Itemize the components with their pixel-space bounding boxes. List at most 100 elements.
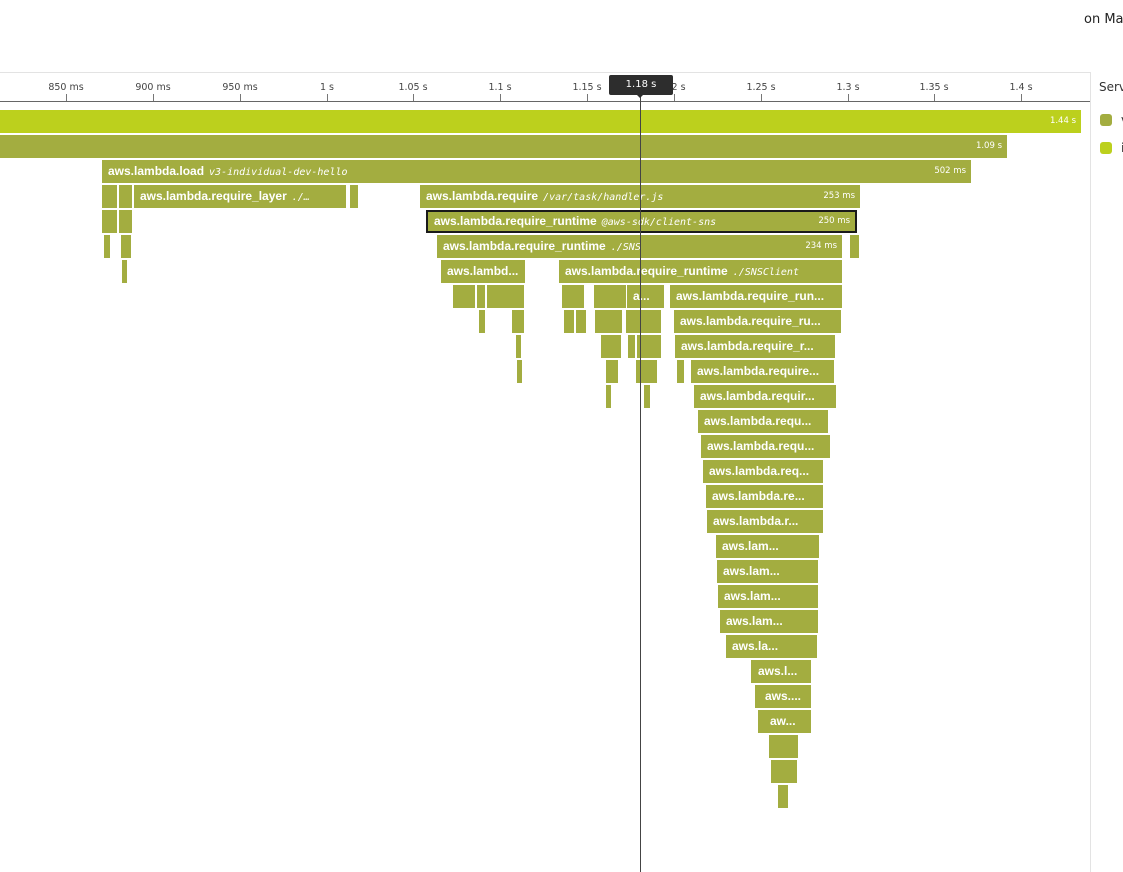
span-bar[interactable]	[477, 285, 485, 308]
span-bar[interactable]	[626, 310, 661, 333]
span-bar[interactable]: aws....	[759, 685, 811, 708]
span-name: aws.lambda.r...	[713, 514, 799, 528]
span-bar[interactable]	[512, 310, 524, 333]
span-bar[interactable]: aws.lambda.require_run...	[670, 285, 842, 308]
span-bar[interactable]	[755, 685, 761, 708]
span-bar[interactable]	[479, 310, 485, 333]
span-bar[interactable]: aws.lam...	[718, 585, 818, 608]
span-resource: v3-individual-dev-hello	[209, 167, 348, 178]
span-bar[interactable]	[453, 285, 475, 308]
span-bar[interactable]: 1.09 s	[0, 135, 1007, 158]
span-bar[interactable]: aw...	[764, 710, 811, 733]
ruler-tick	[674, 94, 675, 101]
span-bar[interactable]: aws.la...	[726, 635, 817, 658]
span-bar[interactable]	[122, 260, 127, 283]
span-bar[interactable]: aws.lambda.r...	[707, 510, 823, 533]
span-bar[interactable]	[516, 335, 521, 358]
ruler-tick-label: 1.3 s	[836, 82, 860, 93]
span-bar[interactable]: aws.l...	[752, 660, 811, 683]
span-bar[interactable]	[121, 235, 131, 258]
span-bar[interactable]: a...	[627, 285, 664, 308]
span-resource: ./…	[291, 192, 310, 203]
span-bar[interactable]	[644, 385, 650, 408]
span-bar[interactable]: aws.lambda.req...	[703, 460, 823, 483]
span-bar[interactable]: aws.lambda.require_layer ./…	[134, 185, 346, 208]
span-bar[interactable]	[102, 210, 117, 233]
span-bar[interactable]: aws.lambda.require_r...	[675, 335, 835, 358]
span-bar[interactable]	[562, 285, 584, 308]
span-bar[interactable]: aws.lambda.require_runtime ./SNS 234 ms	[437, 235, 842, 258]
span-bar[interactable]	[636, 360, 657, 383]
span-label: aws.lambda.require/var/task/handler.js	[420, 185, 813, 208]
span-name: aws.lambda.require	[426, 189, 539, 203]
span-bar[interactable]	[119, 185, 132, 208]
ruler-tick-label: 900 ms	[135, 82, 171, 93]
span-bar[interactable]: aws.lambda.requ...	[701, 435, 830, 458]
span-resource: ./SNSClient	[732, 267, 799, 278]
span-bar[interactable]	[769, 735, 798, 758]
span-bar[interactable]: aws.lambda.requ...	[698, 410, 828, 433]
span-bar[interactable]: aws.lambda.load v3-individual-dev-hello 50…	[102, 160, 971, 183]
span-bar[interactable]	[595, 310, 622, 333]
time-ruler[interactable]: 850 ms 900 ms 950 ms 1 s 1.05 s 1.1 s 1.15 s 1.…	[0, 72, 1090, 102]
span-bar[interactable]	[677, 360, 684, 383]
legend-swatch-icon	[1100, 142, 1112, 154]
span-bar[interactable]	[350, 185, 358, 208]
span-label: aws.lambda.requ...	[698, 410, 827, 433]
span-bar[interactable]: aws.lambda.requir...	[694, 385, 836, 408]
flame-graph[interactable]: 1.44 s 1.09 s aws.lambda.load v3-individual…	[0, 110, 1090, 872]
ruler-tick-label: 950 ms	[222, 82, 258, 93]
span-bar[interactable]: aws.lam...	[716, 535, 819, 558]
span-name: aws....	[765, 689, 802, 703]
span-bar[interactable]: aws.lambda.require_runtime ./SNSClient	[559, 260, 842, 283]
span-bar[interactable]	[601, 335, 621, 358]
span-bar[interactable]	[594, 285, 626, 308]
span-bar[interactable]	[606, 360, 618, 383]
span-name: aws.lambda.require_layer	[140, 189, 287, 203]
span-bar[interactable]	[119, 210, 132, 233]
span-bar[interactable]	[102, 185, 117, 208]
span-duration: 502 ms	[934, 166, 966, 176]
span-bar[interactable]: aws.lambda.re...	[706, 485, 823, 508]
span-name: aw...	[770, 714, 796, 728]
span-bar-selected[interactable]: aws.lambda.require_runtime @aws-sdk/clien…	[426, 210, 857, 233]
span-bar[interactable]: aws.lam...	[717, 560, 818, 583]
legend-label: i	[1121, 141, 1123, 155]
span-bar[interactable]	[758, 710, 764, 733]
ruler-tick-label: 1.1 s	[488, 82, 512, 93]
span-bar[interactable]: aws.lambd...	[441, 260, 525, 283]
span-name: aws.lambda.re...	[712, 489, 805, 503]
span-label: aws.lambda.require_r...	[675, 335, 834, 358]
span-bar[interactable]: aws.lambda.require...	[691, 360, 834, 383]
span-bar[interactable]	[606, 385, 611, 408]
span-name: aws.lambda.require_run...	[676, 289, 825, 303]
span-bar[interactable]	[771, 760, 777, 783]
span-bar[interactable]: aws.lambda.require_ru...	[674, 310, 841, 333]
span-bar[interactable]: 1.44 s	[0, 110, 1081, 133]
span-name: aws.lam...	[726, 614, 783, 628]
span-label: aws.la...	[726, 635, 816, 658]
span-bar[interactable]	[778, 785, 788, 808]
span-label: aws.lambda.re...	[706, 485, 822, 508]
span-name: aws.lambda.load	[108, 164, 205, 178]
span-name: aws.lambda.require...	[697, 364, 820, 378]
span-label: aws.lambda.require_runtime ./SNS	[437, 235, 795, 258]
span-name: aws.lambda.requ...	[707, 439, 815, 453]
span-name: aws.lambd...	[447, 264, 519, 278]
span-label: aws.lambda.requir...	[694, 385, 835, 408]
time-cursor-line	[640, 86, 641, 872]
span-bar[interactable]: aws.lam...	[720, 610, 818, 633]
span-bar[interactable]	[517, 360, 522, 383]
span-bar[interactable]	[628, 335, 635, 358]
span-bar[interactable]	[576, 310, 586, 333]
ruler-tick	[934, 94, 935, 101]
span-bar[interactable]	[104, 235, 110, 258]
span-bar[interactable]	[564, 310, 574, 333]
span-bar[interactable]	[487, 285, 524, 308]
ruler-tick-label: 1 s	[319, 82, 335, 93]
span-bar[interactable]	[777, 760, 797, 783]
ruler-tick	[327, 94, 328, 101]
span-bar[interactable]	[850, 235, 859, 258]
span-label: aws.lam...	[717, 560, 817, 583]
span-bar[interactable]	[637, 335, 661, 358]
